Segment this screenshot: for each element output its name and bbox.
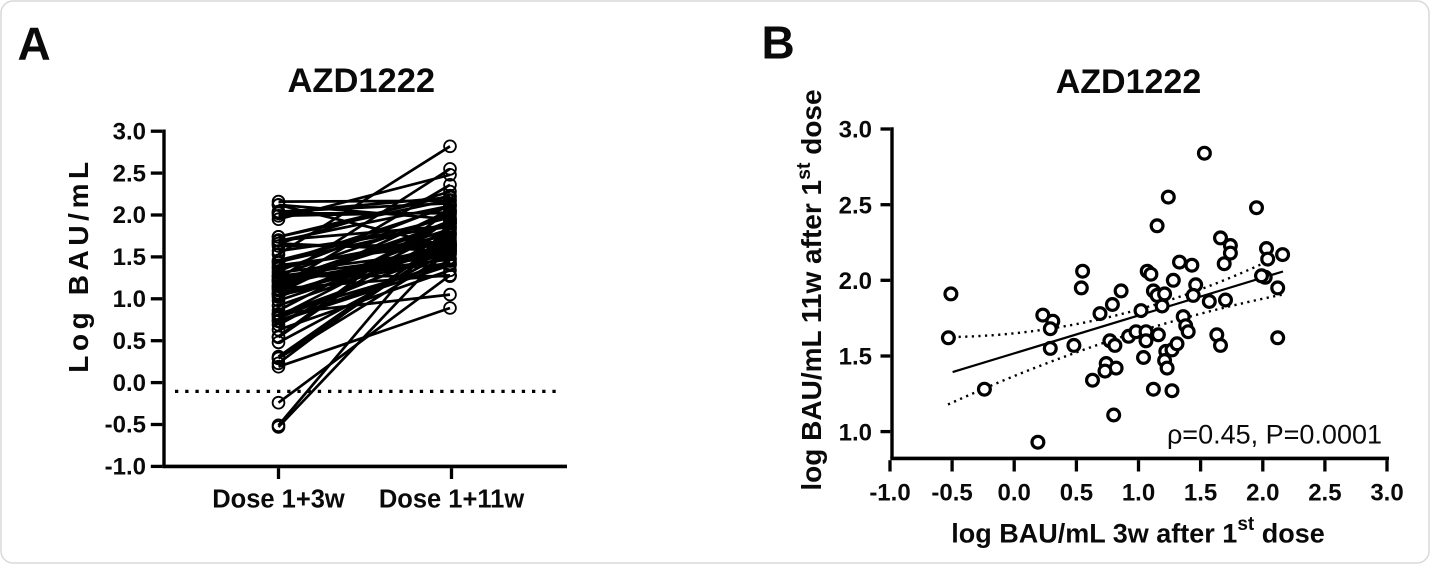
svg-text:2.0: 2.0 — [113, 202, 146, 229]
svg-text:1.5: 1.5 — [839, 344, 872, 371]
svg-text:Dose 1+11w: Dose 1+11w — [379, 486, 524, 514]
svg-text:Log BAU/mL: Log BAU/mL — [63, 157, 94, 373]
svg-text:Dose 1+3w: Dose 1+3w — [212, 486, 345, 514]
svg-text:-1.0: -1.0 — [105, 454, 146, 481]
svg-text:0.0: 0.0 — [998, 480, 1031, 507]
svg-text:0.5: 0.5 — [113, 328, 146, 355]
svg-text:2.0: 2.0 — [1246, 480, 1279, 507]
svg-text:B: B — [762, 17, 795, 69]
svg-text:0.5: 0.5 — [1060, 480, 1093, 507]
svg-text:A: A — [18, 18, 51, 70]
svg-text:1.0: 1.0 — [839, 419, 872, 446]
svg-text:3.0: 3.0 — [839, 117, 872, 144]
svg-text:1.0: 1.0 — [113, 286, 146, 313]
svg-text:2.0: 2.0 — [839, 268, 872, 295]
svg-text:AZD1222: AZD1222 — [1056, 63, 1202, 101]
svg-text:0.0: 0.0 — [113, 370, 146, 397]
svg-text:3.0: 3.0 — [113, 118, 146, 145]
svg-text:2.5: 2.5 — [1308, 480, 1341, 507]
svg-text:3.0: 3.0 — [1370, 480, 1403, 507]
svg-text:1.0: 1.0 — [1122, 480, 1155, 507]
svg-text:AZD1222: AZD1222 — [287, 62, 435, 100]
svg-text:2.5: 2.5 — [839, 192, 872, 219]
svg-text:1.5: 1.5 — [1184, 480, 1217, 507]
svg-text:log BAU/mL 3w after 1st dose: log BAU/mL 3w after 1st dose — [951, 514, 1325, 549]
svg-text:log BAU/mL 11w after 1st dose: log BAU/mL 11w after 1st dose — [793, 89, 827, 490]
svg-text:-1.0: -1.0 — [869, 480, 910, 507]
svg-text:2.5: 2.5 — [113, 160, 146, 187]
svg-text:ρ=0.45, P=0.0001: ρ=0.45, P=0.0001 — [1167, 420, 1382, 450]
svg-text:-0.5: -0.5 — [931, 480, 972, 507]
svg-text:1.5: 1.5 — [113, 244, 146, 271]
svg-text:-0.5: -0.5 — [105, 412, 146, 439]
